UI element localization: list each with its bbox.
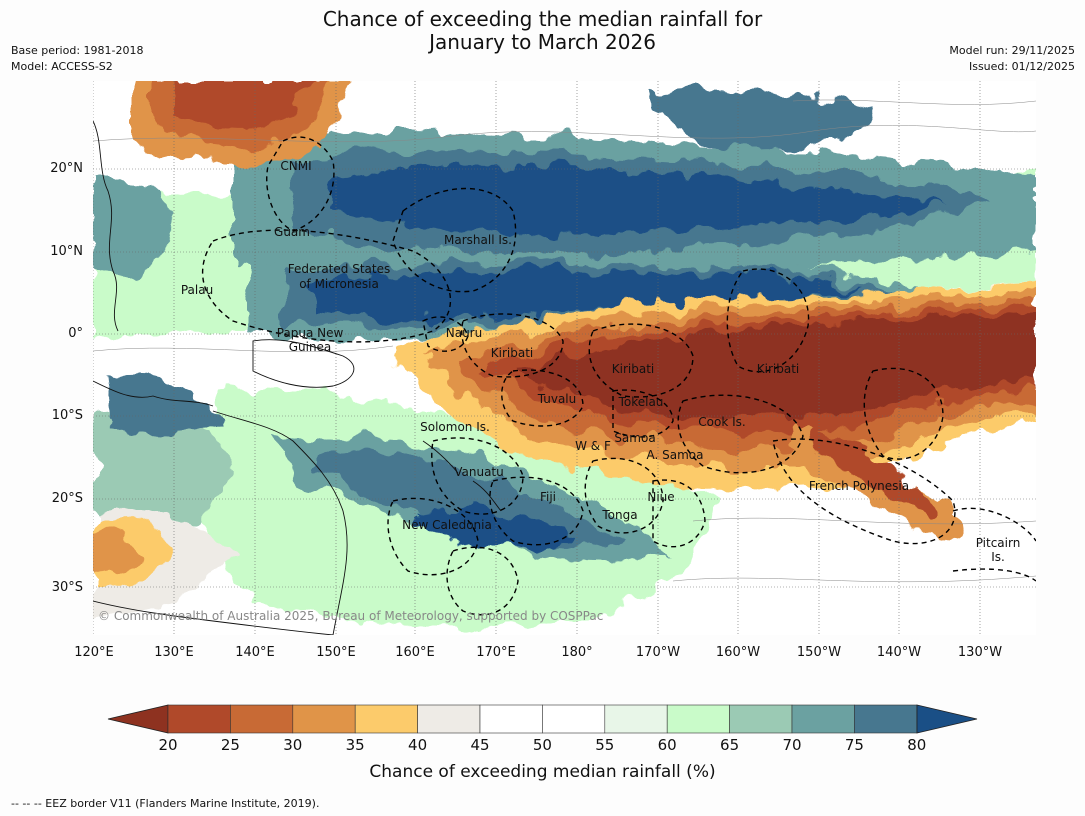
lon-label-130w: 130°W: [957, 645, 1003, 660]
label-american-samoa: A. Samoa: [647, 448, 704, 462]
eez-footnote: -- -- -- EEZ border V11 (Flanders Marine…: [11, 797, 320, 810]
label-kiribati-west: Kiribati: [491, 346, 533, 360]
colorbar-tick-label: 55: [595, 736, 615, 754]
colorbar-tick-label: 70: [782, 736, 802, 754]
lon-label-140w: 140°W: [876, 645, 922, 660]
label-palau: Palau: [181, 283, 213, 297]
colorbar-cell: [167, 704, 231, 734]
colorbar-cell: [666, 704, 730, 734]
lat-label-0: 0°: [68, 326, 83, 341]
colorbar-tick-label: 60: [657, 736, 677, 754]
graticule: [93, 81, 1036, 635]
label-kiribati-east: Kiribati: [757, 362, 799, 376]
colorbar-cell: [791, 704, 855, 734]
label-vanuatu: Vanuatu: [454, 465, 504, 479]
base-period: Base period: 1981-2018: [11, 44, 144, 57]
lon-label-140e: 140°E: [235, 645, 275, 660]
issued-date: Issued: 01/12/2025: [968, 60, 1075, 73]
lon-label-130e: 130°E: [154, 645, 194, 660]
colorbar-cell: [354, 704, 418, 734]
label-kiribati-central: Kiribati: [612, 362, 654, 376]
lat-label-30s: 30°S: [51, 580, 83, 595]
colorbar-tick-label: 35: [345, 736, 365, 754]
label-png-line2: Guinea: [289, 340, 332, 354]
colorbar-cell: [542, 704, 606, 734]
colorbar-tick-label: 45: [470, 736, 490, 754]
lat-label-10s: 10°S: [51, 408, 83, 423]
label-pitcairn-line1: Pitcairn: [976, 536, 1021, 550]
label-new-caledonia: New Caledonia: [402, 518, 492, 532]
colorbar-title: Chance of exceeding median rainfall (%): [369, 762, 716, 782]
label-guam: Guam: [274, 225, 310, 239]
colorbar-cells: [167, 704, 918, 734]
label-niue: Niue: [647, 490, 674, 504]
rainfall-probability-map: CNMI Guam Marshall Is. Federated States …: [93, 81, 1036, 635]
label-tuvalu: Tuvalu: [537, 392, 577, 406]
colorbar-tick-label: 30: [283, 736, 303, 754]
lon-label-170e: 170°E: [476, 645, 516, 660]
label-solomon-islands: Solomon Is.: [420, 420, 490, 434]
label-marshall-islands: Marshall Is.: [444, 233, 512, 247]
label-fsm-line1: Federated States: [288, 262, 390, 276]
lat-label-20n: 20°N: [50, 161, 83, 176]
colorbar-tick-label: 20: [158, 736, 178, 754]
colorbar-cell: [417, 704, 481, 734]
colorbar: [107, 704, 978, 734]
colorbar-cell: [479, 704, 543, 734]
label-fiji: Fiji: [540, 490, 556, 504]
lon-label-150e: 150°E: [316, 645, 356, 660]
colorbar-cell: [292, 704, 356, 734]
colorbar-tick-label: 80: [907, 736, 927, 754]
label-cnmi: CNMI: [280, 159, 311, 173]
coastlines: [93, 120, 502, 635]
lon-label-120e: 120°E: [74, 645, 114, 660]
colorbar-tick-label: 40: [408, 736, 428, 754]
eez-borders: [201, 136, 1036, 616]
lon-label-170w: 170°W: [635, 645, 681, 660]
colorbar-arrow-high: [916, 704, 978, 734]
lat-label-20s: 20°S: [51, 491, 83, 506]
label-french-polynesia: French Polynesia: [809, 479, 909, 493]
label-png-line1: Papua New: [277, 326, 344, 340]
label-cook-islands: Cook Is.: [698, 415, 745, 429]
label-tokelau: Tokelau: [618, 395, 664, 409]
label-fsm-line2: of Micronesia: [299, 277, 379, 291]
map-title-line1: Chance of exceeding the median rainfall …: [322, 7, 763, 31]
model-run-date: Model run: 29/11/2025: [949, 44, 1075, 57]
map-title-line2: January to March 2026: [429, 30, 656, 54]
colorbar-tick-label: 50: [532, 736, 552, 754]
label-samoa: Samoa: [614, 431, 655, 445]
colorbar-arrow-low: [107, 704, 169, 734]
copyright-notice: © Commonwealth of Australia 2025, Bureau…: [98, 609, 603, 623]
colorbar-cell: [604, 704, 668, 734]
colorbar-cell: [230, 704, 294, 734]
label-wallis-futuna: W & F: [575, 439, 611, 453]
label-nauru: Nauru: [446, 326, 482, 340]
lat-label-10n: 10°N: [50, 244, 83, 259]
lon-label-150w: 150°W: [796, 645, 842, 660]
contour-lines: [93, 99, 1036, 583]
lon-label-160w: 160°W: [715, 645, 761, 660]
lon-label-160e: 160°E: [395, 645, 435, 660]
colorbar-tick-label: 25: [220, 736, 240, 754]
lon-label-180: 180°: [561, 645, 593, 660]
label-pitcairn-line2: Is.: [991, 550, 1005, 564]
colorbar-cell: [854, 704, 918, 734]
colorbar-tick-label: 65: [720, 736, 740, 754]
colorbar-tick-label: 75: [844, 736, 864, 754]
label-tonga: Tonga: [601, 508, 637, 522]
colorbar-cell: [729, 704, 793, 734]
model-name: Model: ACCESS-S2: [11, 60, 113, 73]
region-labels: CNMI Guam Marshall Is. Federated States …: [181, 159, 1020, 564]
probability-field: [93, 81, 1036, 628]
